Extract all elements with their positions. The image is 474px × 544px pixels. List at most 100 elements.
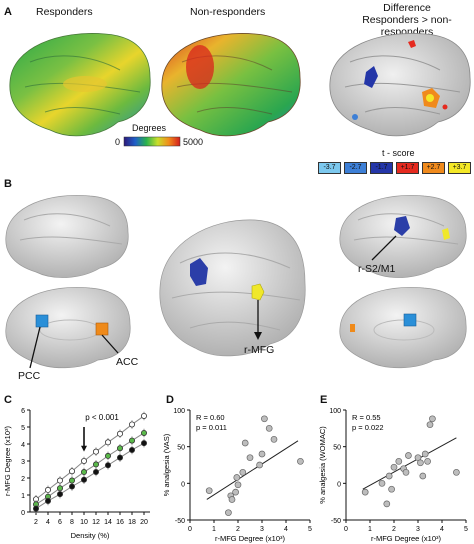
x-tick-label: 1 <box>212 526 216 533</box>
x-tick-label: 16 <box>116 519 124 526</box>
panel-label-b: B <box>4 178 12 190</box>
scatter-point <box>453 468 460 476</box>
x-tick-label: 2 <box>392 526 396 533</box>
colorbar-title: Degrees <box>132 123 167 133</box>
scatter-point <box>395 457 403 465</box>
y-tick-label: 3 <box>21 459 25 466</box>
scatter-point <box>256 461 263 469</box>
data-point <box>81 469 88 476</box>
scatter-point <box>361 488 369 496</box>
y-tick-label: 50 <box>333 445 341 452</box>
scatter-point <box>246 454 254 462</box>
scatter-point <box>405 452 412 459</box>
data-point <box>57 477 64 484</box>
data-point <box>93 461 100 468</box>
scatter-point <box>421 450 429 458</box>
scatter-point <box>385 472 393 480</box>
y-tick-label: 1 <box>21 493 25 500</box>
difference-line1: Difference <box>383 2 431 14</box>
x-tick-label: 5 <box>308 526 312 533</box>
scatter-point <box>234 481 242 489</box>
x-tick-label: 8 <box>70 519 74 526</box>
tscore-box-3: -1.7 <box>370 162 393 174</box>
x-tick-label: 10 <box>80 519 88 526</box>
y-tick-label: 5 <box>21 425 25 432</box>
nonresponders-label: Non-responders <box>190 6 266 18</box>
x-tick-label: 4 <box>440 526 444 533</box>
acc-label: ACC <box>116 356 139 368</box>
y-tick-label: 6 <box>21 408 25 415</box>
scatter-point <box>270 435 278 443</box>
series-line <box>35 415 145 500</box>
x-tick-label: 3 <box>260 526 264 533</box>
y-tick-label: 0 <box>21 510 25 517</box>
y-axis-label: r-MFG Degree (x10³) <box>3 425 12 496</box>
annotation-arrowhead <box>81 445 87 452</box>
panel-label-d: D <box>166 394 174 406</box>
scatter-point <box>402 468 410 476</box>
data-point <box>128 421 135 428</box>
data-point <box>128 437 135 444</box>
tscore-box-4: +1.7 <box>396 162 419 174</box>
scatter-point <box>390 463 398 471</box>
tscore-box-2: -2.7 <box>344 162 367 174</box>
x-tick-label: 0 <box>344 526 348 533</box>
y-tick-label: 2 <box>21 476 25 483</box>
data-point <box>45 486 52 493</box>
y-tick-label: 0 <box>337 481 341 488</box>
series-line <box>35 432 145 505</box>
panel-label-e: E <box>320 394 328 406</box>
y-axis-label: % analgesia (VAS) <box>162 433 171 496</box>
brain-medial-right <box>339 287 467 369</box>
data-point <box>105 462 112 469</box>
y-tick-label: -50 <box>175 518 185 525</box>
data-point <box>57 491 64 498</box>
data-point <box>105 452 112 459</box>
y-tick-label: 0 <box>181 481 185 488</box>
stat-r: R = 0.60 <box>196 413 225 422</box>
panel-a-brains <box>9 33 471 147</box>
data-point <box>117 430 124 437</box>
tscore-box-5: +2.7 <box>422 162 445 174</box>
data-point <box>93 448 100 455</box>
panel-b-brains <box>5 195 467 369</box>
brain-lateral-right <box>339 195 467 278</box>
difference-brain <box>329 33 471 137</box>
y-tick-label: 100 <box>329 408 341 415</box>
scatter-point <box>239 468 247 476</box>
data-point <box>69 483 76 490</box>
colorbar-min: 0 <box>115 137 121 147</box>
data-point <box>33 505 40 512</box>
scatter-point <box>241 439 249 447</box>
scatter-point <box>426 421 434 429</box>
x-axis-label: r-MFG Degree (x10³) <box>215 534 286 543</box>
x-axis-label: r-MFG Degree (x10³) <box>371 534 442 543</box>
scatter-point <box>419 472 427 480</box>
tscore-box-1: -3.7 <box>318 162 341 174</box>
scatter-point <box>258 450 266 458</box>
tscore-legend: -3.7 -2.7 -1.7 +1.7 +2.7 +3.7 <box>318 162 474 174</box>
data-point <box>81 458 88 465</box>
scatter-point <box>228 496 236 503</box>
data-point <box>117 445 124 452</box>
colorbar-max: 5000 <box>183 137 204 147</box>
scatter-point <box>417 459 424 467</box>
x-tick-label: 14 <box>104 519 112 526</box>
brain-center <box>159 219 306 357</box>
responders-brain <box>9 33 151 137</box>
scatter-point <box>232 488 239 496</box>
series-line <box>35 442 145 510</box>
stat-p: p = 0.011 <box>196 423 227 432</box>
rs2m1-label: r-S2/M1 <box>358 263 396 275</box>
data-point <box>140 440 147 447</box>
panel-label-a: A <box>4 6 12 18</box>
y-tick-label: 100 <box>173 408 185 415</box>
scatter-point <box>261 415 268 423</box>
data-point <box>117 454 124 461</box>
x-tick-label: 6 <box>58 519 62 526</box>
scatter-point <box>297 457 304 465</box>
data-point <box>45 497 52 504</box>
data-point <box>140 429 147 436</box>
